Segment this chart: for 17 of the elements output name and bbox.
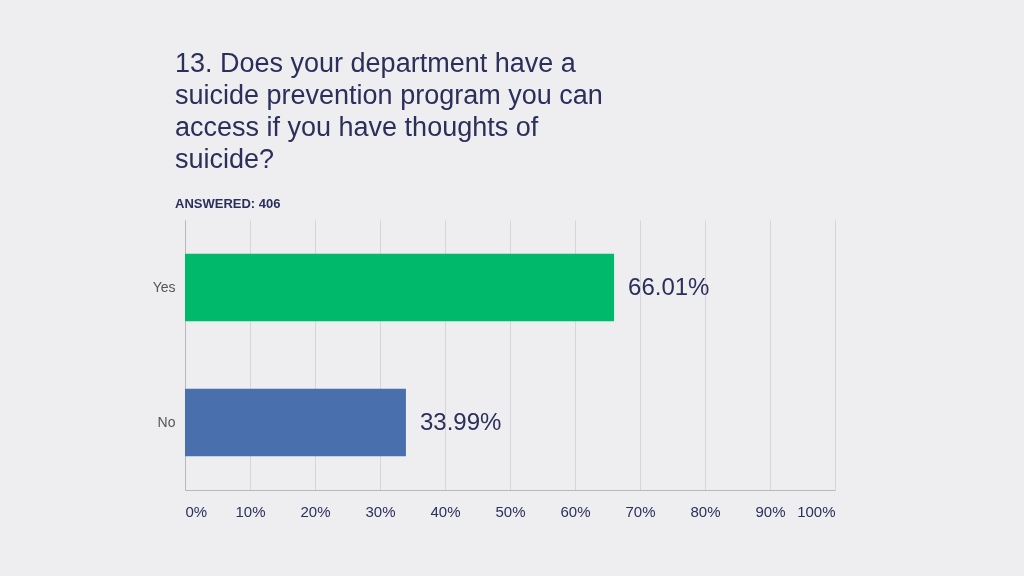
- x-tick-label: 90%: [755, 502, 786, 520]
- x-tick-label: 10%: [235, 502, 266, 520]
- y-tick-label: Yes: [152, 278, 176, 295]
- x-tick-label: 30%: [365, 502, 396, 520]
- x-tick-label: 80%: [690, 502, 721, 520]
- y-tick-label: No: [157, 413, 176, 430]
- x-tick-label: 20%: [300, 502, 331, 520]
- x-tick-label: 70%: [625, 502, 656, 520]
- x-tick-label: 0%: [185, 502, 208, 520]
- data-label: 66.01%: [628, 272, 710, 300]
- x-tick-label: 40%: [430, 502, 461, 520]
- chart-subtitle: ANSWERED: 406: [175, 196, 281, 211]
- x-tick-label: 100%: [797, 502, 836, 520]
- x-tick-label: 60%: [560, 502, 591, 520]
- data-label: 33.99%: [419, 407, 502, 435]
- chart-title: 13. Does your department have a suicide prevention program you can access if you have thoughts of suicide?: [175, 48, 603, 174]
- x-tick-label: 50%: [495, 502, 526, 520]
